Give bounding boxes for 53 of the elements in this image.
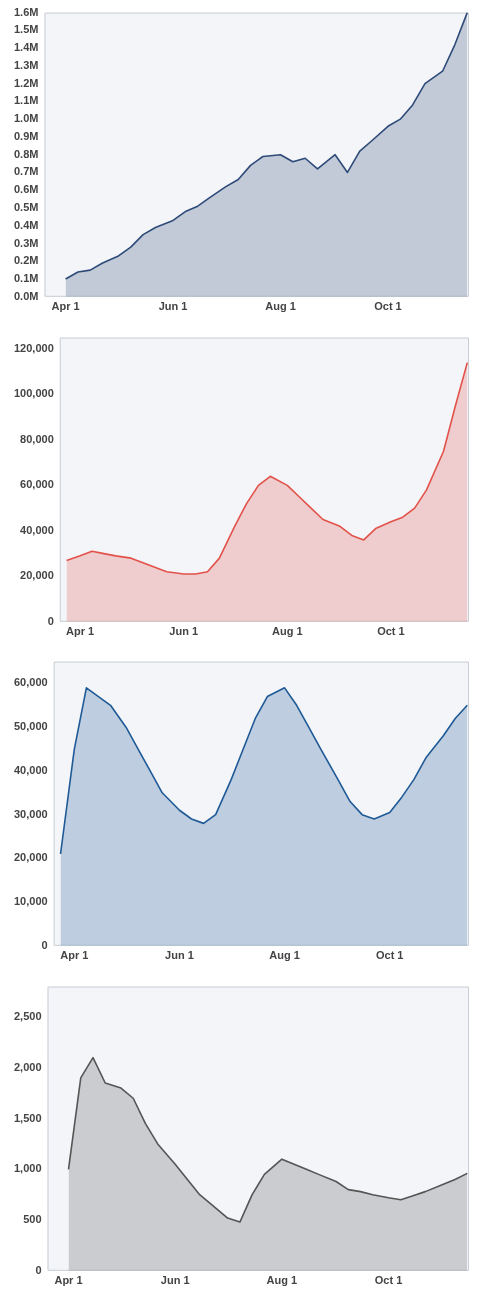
y-tick-label: 60,000 bbox=[20, 477, 54, 490]
x-tick-label: Jun 1 bbox=[169, 624, 199, 637]
x-tick-label: Oct 1 bbox=[377, 624, 405, 637]
x-tick-label: Aug 1 bbox=[265, 300, 296, 313]
y-tick-label: 1.4M bbox=[13, 41, 39, 54]
y-tick-label: 0.8M bbox=[13, 147, 39, 160]
y-tick-label: 1.6M bbox=[13, 5, 39, 18]
x-tick-label: Apr 1 bbox=[66, 624, 95, 637]
x-tick-label: Oct 1 bbox=[374, 1273, 403, 1286]
y-tick-label: 0.9M bbox=[13, 129, 39, 142]
y-tick-label: 1,500 bbox=[14, 1111, 42, 1124]
y-tick-label: 40,000 bbox=[13, 763, 48, 776]
y-tick-label: 1.5M bbox=[13, 23, 39, 36]
y-tick-label: 2,000 bbox=[14, 1060, 42, 1073]
y-tick-label: 0.4M bbox=[13, 218, 39, 231]
y-tick-label: 1.0M bbox=[13, 112, 39, 125]
x-tick-label: Apr 1 bbox=[54, 1273, 83, 1286]
y-tick-label: 20,000 bbox=[20, 568, 54, 581]
y-tick-label: 0.5M bbox=[13, 201, 39, 214]
x-tick-label: Aug 1 bbox=[272, 624, 303, 637]
y-tick-label: 0.7M bbox=[13, 165, 39, 178]
y-tick-label: 0.2M bbox=[13, 254, 39, 267]
y-tick-label: 40,000 bbox=[20, 523, 54, 536]
y-tick-label: 50,000 bbox=[13, 720, 48, 733]
y-tick-label: 0.3M bbox=[13, 236, 39, 249]
y-tick-label: 1,000 bbox=[14, 1161, 42, 1174]
x-tick-label: Aug 1 bbox=[269, 949, 300, 962]
y-tick-label: 0 bbox=[47, 614, 54, 627]
y-tick-label: 1.1M bbox=[13, 94, 39, 107]
y-tick-label: 120,000 bbox=[14, 341, 54, 354]
x-tick-label: Apr 1 bbox=[51, 300, 80, 313]
x-tick-label: Apr 1 bbox=[60, 949, 89, 962]
y-tick-label: 30,000 bbox=[13, 807, 48, 820]
x-tick-label: Jun 1 bbox=[165, 949, 194, 962]
y-tick-label: 80,000 bbox=[20, 432, 54, 445]
x-tick-label: Jun 1 bbox=[158, 300, 188, 313]
y-tick-label: 10,000 bbox=[13, 895, 48, 908]
x-tick-label: Aug 1 bbox=[266, 1273, 298, 1286]
x-tick-label: Oct 1 bbox=[375, 949, 404, 962]
y-tick-label: 1.3M bbox=[13, 58, 39, 71]
x-tick-label: Oct 1 bbox=[374, 300, 402, 313]
y-tick-label: 2,500 bbox=[14, 1009, 42, 1022]
y-tick-label: 0 bbox=[41, 938, 48, 951]
y-tick-label: 500 bbox=[23, 1212, 42, 1225]
y-tick-label: 20,000 bbox=[13, 851, 48, 864]
y-tick-label: 100,000 bbox=[14, 386, 54, 399]
y-tick-label: 60,000 bbox=[13, 676, 48, 689]
y-tick-label: 0.6M bbox=[13, 183, 39, 196]
y-tick-label: 1.2M bbox=[13, 76, 39, 89]
x-tick-label: Jun 1 bbox=[160, 1273, 190, 1286]
y-tick-label: 0.1M bbox=[13, 272, 39, 285]
y-tick-label: 0 bbox=[35, 1263, 42, 1276]
y-tick-label: 0.0M bbox=[13, 289, 39, 302]
